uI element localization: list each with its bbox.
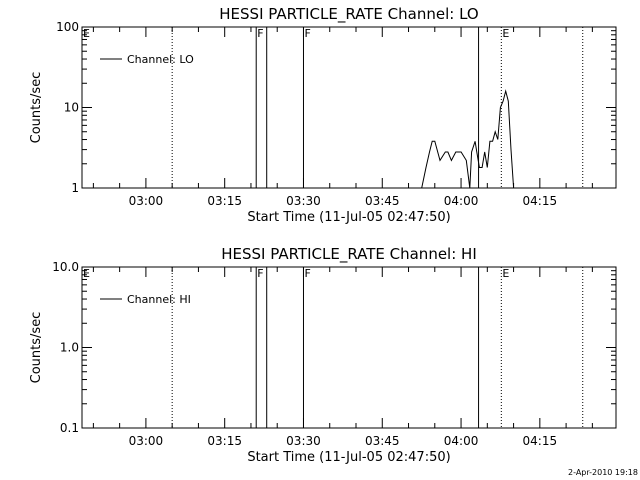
series-line: [421, 89, 515, 189]
x-axis-label: Start Time (11-Jul-05 02:47:50): [247, 450, 450, 465]
x-tick-label: 04:15: [523, 194, 558, 208]
x-axis-label: Start Time (11-Jul-05 02:47:50): [247, 210, 450, 225]
y-tick-label: 10.0: [52, 260, 79, 274]
chart-title: HESSI PARTICLE_RATE Channel: HI: [221, 245, 477, 264]
y-tick-label: 1: [71, 181, 79, 195]
plot-frame: [81, 266, 617, 429]
x-tick-label: 03:30: [286, 434, 321, 448]
x-tick-label: 03:30: [286, 194, 321, 208]
x-tick-label: 04:00: [444, 194, 479, 208]
x-tick-label: 03:45: [365, 434, 400, 448]
flag-label: F: [304, 267, 310, 280]
plot-frame: [81, 26, 617, 189]
flag-label: F: [257, 267, 263, 280]
x-tick-label: 03:15: [207, 434, 242, 448]
y-tick-label: 0.1: [60, 421, 79, 435]
flag-label: F: [304, 27, 310, 40]
x-tick-label: 03:00: [129, 434, 164, 448]
x-tick-label: 03:00: [129, 194, 164, 208]
chart-panel-1: HESSI PARTICLE_RATE Channel: HI Counts/se…: [29, 245, 617, 465]
footer-timestamp: 2-Apr-2010 19:18: [568, 468, 638, 477]
flag-label: E: [502, 267, 509, 280]
x-tick-label: 03:45: [365, 194, 400, 208]
flag-label: E: [502, 27, 509, 40]
chart-title: HESSI PARTICLE_RATE Channel: LO: [219, 5, 478, 24]
legend-label: Channel: LO: [127, 53, 194, 66]
legend-label: Channel: HI: [127, 293, 191, 306]
y-tick-label: 100: [56, 20, 79, 34]
y-tick-label: 1.0: [60, 341, 79, 355]
x-tick-label: 04:00: [444, 434, 479, 448]
x-tick-label: 03:15: [207, 194, 242, 208]
x-tick-label: 04:15: [523, 434, 558, 448]
flag-label: F: [257, 27, 263, 40]
y-axis-label: Counts/sec: [29, 312, 44, 384]
flag-label: E: [83, 267, 90, 280]
y-axis-label: Counts/sec: [29, 72, 44, 144]
chart-panel-0: HESSI PARTICLE_RATE Channel: LO Counts/se…: [29, 5, 617, 225]
y-tick-label: 10: [64, 101, 79, 115]
flag-label: E: [83, 27, 90, 40]
